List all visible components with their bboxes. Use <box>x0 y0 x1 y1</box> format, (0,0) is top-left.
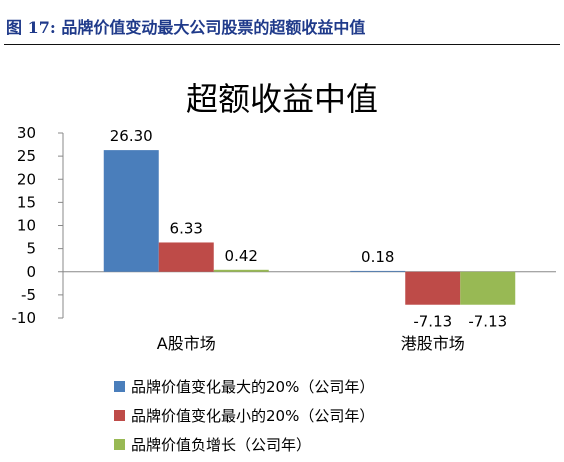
x-axis-categories: A股市场 港股市场 <box>157 334 465 353</box>
chart-title: 超额收益中值 <box>186 80 378 118</box>
data-label: -7.13 <box>413 313 452 331</box>
category-label: 港股市场 <box>401 334 465 353</box>
category-label: A股市场 <box>157 334 216 353</box>
y-tick-label: 0 <box>26 263 36 281</box>
legend-entry: 品牌价值变化最小的20%（公司年） <box>131 407 374 425</box>
bar <box>158 242 214 272</box>
y-tick-label: 20 <box>17 170 36 188</box>
y-tick-label: 25 <box>17 147 36 165</box>
bar <box>213 269 269 272</box>
legend-swatch <box>114 381 125 392</box>
y-tick-label: -10 <box>12 309 37 327</box>
bar <box>405 271 461 305</box>
y-tick-label: 30 <box>17 124 36 142</box>
data-label: 6.33 <box>170 219 203 237</box>
bar <box>460 271 516 305</box>
y-tick-label: 15 <box>17 193 36 211</box>
y-tick-label: 5 <box>26 240 36 258</box>
figure-caption: 图 17: 品牌价值变动最大公司股票的超额收益中值 <box>6 18 366 37</box>
bar-series <box>103 150 516 305</box>
bar <box>350 270 406 272</box>
legend-swatch <box>114 439 125 450</box>
legend: 品牌价值变化最大的20%（公司年） 品牌价值变化最小的20%（公司年） 品牌价值负增… <box>114 378 374 454</box>
legend-swatch <box>114 410 125 421</box>
legend-entry: 品牌价值变化最大的20%（公司年） <box>131 378 374 396</box>
caption-divider <box>4 44 560 45</box>
data-label: 0.18 <box>361 248 394 266</box>
data-label: -7.13 <box>468 313 507 331</box>
data-labels: 26.30 6.33 0.42 0.18 -7.13 -7.13 <box>110 127 507 331</box>
y-tick-label: 10 <box>17 217 36 235</box>
data-label: 0.42 <box>225 247 258 265</box>
bar <box>103 150 159 272</box>
data-label: 26.30 <box>110 127 153 145</box>
legend-entry: 品牌价值负增长（公司年） <box>131 436 311 454</box>
y-tick-label: -5 <box>21 286 36 304</box>
